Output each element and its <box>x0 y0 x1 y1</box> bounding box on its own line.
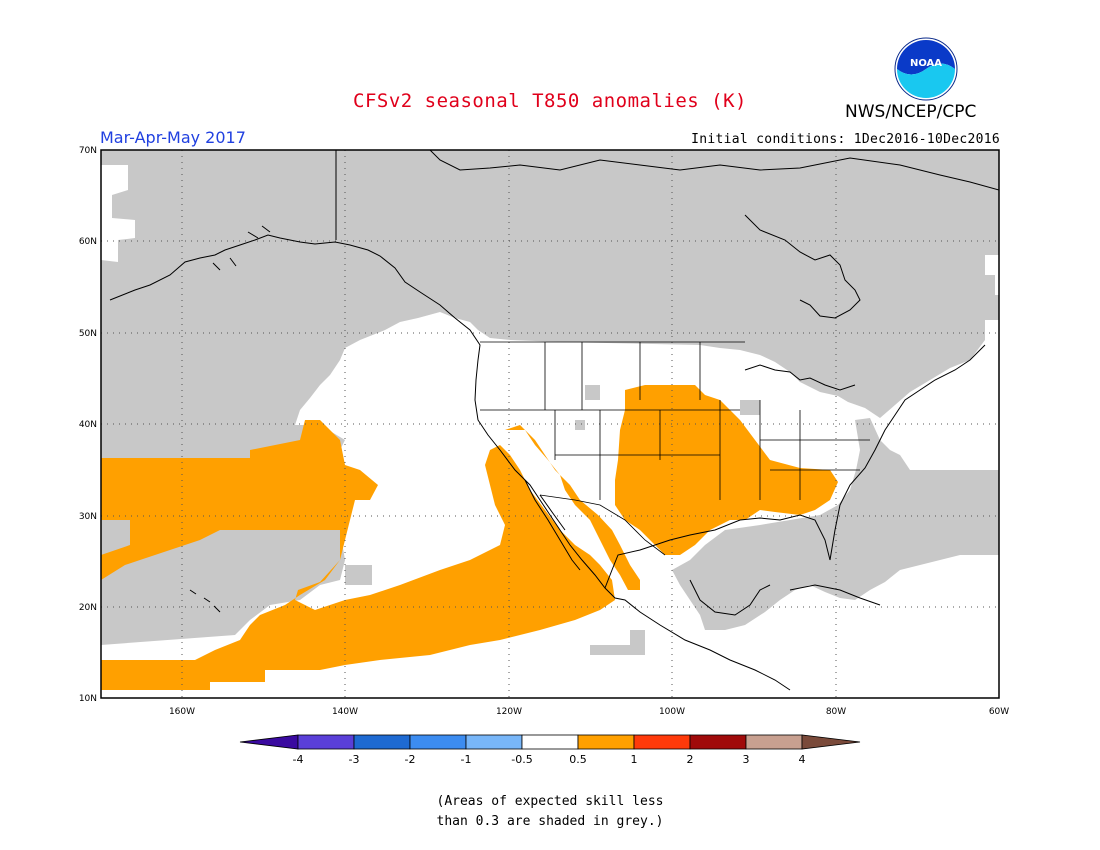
colorbar-box <box>521 734 579 750</box>
state-borders <box>480 342 870 500</box>
season-label: Mar-Apr-May 2017 <box>100 128 246 147</box>
border-us-mexico <box>539 494 666 556</box>
warm-anomaly-east-pacific <box>505 425 640 590</box>
map-frame <box>100 149 1000 699</box>
colorbar-box <box>577 734 635 750</box>
colorbar-box <box>689 734 747 750</box>
coastline-cuba <box>789 584 881 606</box>
coastline-canada-north <box>335 150 999 240</box>
latitude-labels: 70N 60N 50N 40N 30N 20N 10N <box>79 146 97 704</box>
colorbar-box <box>633 734 691 750</box>
colorbar-tick-label: 1 <box>631 753 638 766</box>
warm-anomaly-regions <box>101 385 838 690</box>
low-skill-north-pacific-arctic <box>101 150 999 458</box>
low-skill-east-pacific-small <box>345 565 372 585</box>
low-skill-us-interior <box>575 385 760 430</box>
lon-label-140w: 140W <box>332 707 358 717</box>
colorbar-tick-label: -3 <box>349 753 360 766</box>
low-skill-alaska-gap-trim <box>101 150 135 262</box>
colorbar-tick-label: -2 <box>405 753 416 766</box>
lon-label-80w: 80W <box>826 707 846 717</box>
colorbar-tick-label: 4 <box>799 753 806 766</box>
coastline-west-us <box>454 317 791 691</box>
coastline-alaska <box>109 234 456 319</box>
lat-label-40n: 40N <box>79 420 97 430</box>
skill-note-line-1: (Areas of expected skill less <box>436 794 664 809</box>
colorbar: -4 -3 -2 -1 -0.5 0.5 1 2 3 4 <box>239 734 861 766</box>
warm-anomaly-central-us <box>615 385 838 555</box>
lon-label-160w: 160W <box>169 707 195 717</box>
coastline-alaska-islands <box>212 225 271 271</box>
coastline-gulf <box>604 514 831 589</box>
lon-label-120w: 120W <box>496 707 522 717</box>
colorbar-arrow-high <box>801 734 861 750</box>
political-borders <box>480 341 870 556</box>
colorbar-tick-label: 0.5 <box>569 753 587 766</box>
lat-label-30n: 30N <box>79 512 97 522</box>
colorbar-box <box>409 734 467 750</box>
lat-label-10n: 10N <box>79 694 97 704</box>
colorbar-box <box>353 734 411 750</box>
colorbar-box <box>745 734 803 750</box>
colorbar-tick-label: 2 <box>687 753 694 766</box>
colorbar-box <box>465 734 523 750</box>
initial-conditions-label: Initial conditions: 1Dec2016-10Dec2016 <box>691 132 1000 147</box>
longitude-labels: 160W 140W 120W 100W 80W 60W <box>169 707 1009 717</box>
chart-title: CFSv2 seasonal T850 anomalies (K) <box>353 90 747 112</box>
colorbar-tick-label: -0.5 <box>511 753 532 766</box>
logo-text: NOAA <box>910 58 942 69</box>
coastline-hawaii <box>189 589 221 613</box>
warm-anomaly-pacific-band <box>101 420 615 690</box>
colorbar-tick-label: 3 <box>743 753 750 766</box>
colorbar-tick-label: -4 <box>293 753 304 766</box>
coastline-yucatan <box>689 579 771 616</box>
coastline-hudson-bay <box>744 214 861 319</box>
noaa-logo-icon: NOAA <box>894 37 958 101</box>
coastline-great-lakes <box>744 364 856 391</box>
skill-note: (Areas of expected skill less than 0.3 a… <box>0 792 1100 832</box>
coastline-east-us <box>829 344 986 561</box>
coastlines <box>109 150 999 691</box>
low-skill-caribbean-patch <box>590 630 645 655</box>
graticule <box>101 150 999 698</box>
colorbar-tick-label: -1 <box>461 753 472 766</box>
colorbar-arrow-low <box>239 734 299 750</box>
skill-note-line-2: than 0.3 are shaded in grey.) <box>436 814 664 829</box>
low-skill-atlantic <box>672 418 999 630</box>
lat-label-20n: 20N <box>79 603 97 613</box>
lat-label-70n: 70N <box>79 146 97 156</box>
lon-label-100w: 100W <box>659 707 685 717</box>
warm-anomaly-pacific-band-trim <box>101 520 130 555</box>
low-skill-regions <box>101 150 999 655</box>
coastline-baja <box>524 479 581 571</box>
agency-label: NWS/NCEP/CPC <box>845 102 977 122</box>
lon-label-60w: 60W <box>989 707 1009 717</box>
colorbar-box <box>297 734 355 750</box>
map-field <box>101 150 999 698</box>
lat-label-50n: 50N <box>79 329 97 339</box>
lat-label-60n: 60N <box>79 237 97 247</box>
